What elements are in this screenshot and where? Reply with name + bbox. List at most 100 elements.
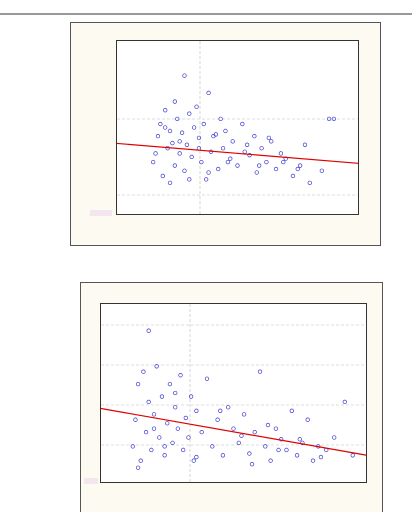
data-point xyxy=(194,408,199,413)
data-point xyxy=(172,99,177,104)
data-point xyxy=(220,146,226,151)
data-point xyxy=(305,417,310,422)
data-point xyxy=(295,166,300,172)
data-point xyxy=(326,116,332,121)
data-point xyxy=(163,125,168,130)
data-point xyxy=(239,433,244,438)
data-point xyxy=(218,116,223,121)
data-point xyxy=(194,454,199,460)
data-point xyxy=(187,177,192,182)
data-point xyxy=(230,139,235,144)
data-point xyxy=(182,73,187,78)
data-point xyxy=(319,168,325,173)
data-point xyxy=(188,394,194,399)
data-point xyxy=(247,153,252,158)
data-point xyxy=(175,116,180,121)
data-point xyxy=(167,128,173,134)
data-point xyxy=(187,111,192,116)
data-point xyxy=(172,163,177,168)
data-point xyxy=(204,177,209,182)
data-point xyxy=(289,408,294,413)
data-point xyxy=(318,454,324,460)
data-point xyxy=(133,417,138,422)
data-point xyxy=(175,426,181,431)
data-point xyxy=(210,444,215,449)
data-point xyxy=(143,430,149,435)
data-point xyxy=(199,159,204,165)
data-point xyxy=(263,444,268,449)
data-point xyxy=(173,405,178,410)
data-point xyxy=(257,369,263,374)
data-point xyxy=(228,156,233,161)
trend-line xyxy=(116,142,359,164)
data-point xyxy=(331,116,337,121)
data-point xyxy=(157,435,162,440)
data-point xyxy=(191,125,197,130)
data-point xyxy=(310,458,316,463)
data-point xyxy=(201,121,206,127)
data-point xyxy=(186,435,191,440)
data-point xyxy=(278,151,284,156)
data-point xyxy=(194,104,199,109)
data-point xyxy=(196,135,202,141)
data-point xyxy=(180,447,186,453)
data-point xyxy=(165,421,170,426)
data-point xyxy=(257,163,262,168)
data-point xyxy=(182,168,187,173)
plot-area xyxy=(116,40,359,215)
data-point xyxy=(249,462,255,467)
data-point xyxy=(298,163,303,168)
data-point xyxy=(264,159,269,165)
data-point xyxy=(252,133,257,139)
data-point xyxy=(130,444,135,449)
data-point xyxy=(167,381,173,387)
data-point xyxy=(273,426,279,431)
data-point xyxy=(265,422,271,428)
data-point xyxy=(268,458,273,463)
data-point xyxy=(173,390,178,396)
data-point xyxy=(191,458,196,463)
data-point xyxy=(183,415,188,421)
data-point xyxy=(177,139,182,144)
data-point xyxy=(206,170,211,175)
data-point xyxy=(170,440,175,445)
data-point xyxy=(216,166,221,172)
plot-area xyxy=(100,303,367,483)
data-point xyxy=(146,399,151,405)
data-point xyxy=(158,121,163,127)
data-point xyxy=(159,394,165,399)
data-point xyxy=(204,376,210,381)
data-point xyxy=(155,133,161,139)
data-point xyxy=(170,140,175,146)
trend-line xyxy=(100,407,367,456)
data-point xyxy=(240,121,245,127)
data-point xyxy=(184,142,190,147)
data-point xyxy=(177,151,182,156)
data-point xyxy=(247,451,252,456)
data-point xyxy=(167,180,173,186)
data-point xyxy=(141,369,146,374)
data-point xyxy=(332,435,337,440)
data-point xyxy=(199,430,204,435)
data-point xyxy=(294,453,300,458)
data-point xyxy=(269,139,274,144)
data-point xyxy=(162,444,167,449)
data-point xyxy=(231,426,236,431)
data-point xyxy=(284,447,289,453)
data-point xyxy=(149,447,154,453)
data-point xyxy=(151,412,157,417)
data-point xyxy=(226,405,231,410)
data-point xyxy=(300,440,305,445)
data-point xyxy=(138,458,143,463)
data-point xyxy=(220,453,226,458)
data-point xyxy=(307,180,312,186)
data-point xyxy=(241,412,247,417)
data-point xyxy=(266,135,271,141)
data-point xyxy=(350,453,355,458)
data-point xyxy=(151,426,157,431)
legend-swatch xyxy=(90,210,112,216)
data-point xyxy=(254,170,259,175)
data-point xyxy=(218,408,223,413)
